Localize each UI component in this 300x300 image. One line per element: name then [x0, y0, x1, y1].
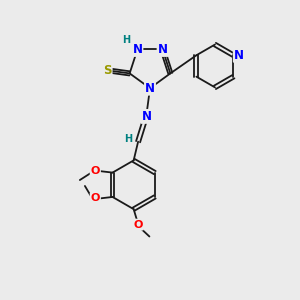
Text: N: N	[234, 49, 244, 62]
Text: O: O	[91, 194, 100, 203]
Text: N: N	[145, 82, 155, 95]
Text: H: H	[122, 35, 130, 45]
Text: N: N	[132, 43, 142, 56]
Text: H: H	[124, 134, 132, 144]
Text: O: O	[91, 166, 100, 176]
Text: N: N	[141, 110, 152, 123]
Text: N: N	[158, 43, 168, 56]
Text: S: S	[103, 64, 112, 77]
Text: O: O	[134, 220, 143, 230]
